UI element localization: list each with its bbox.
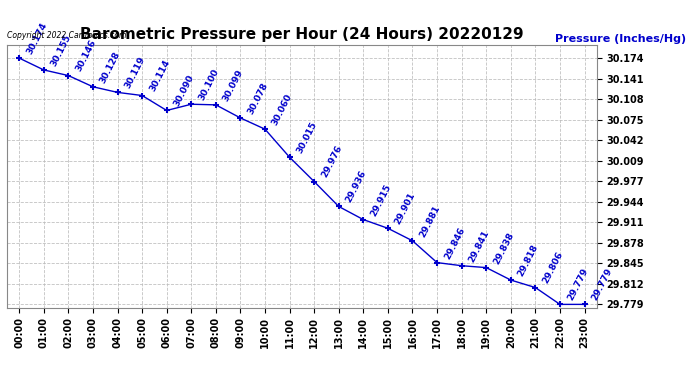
Text: 29.838: 29.838 (492, 230, 515, 266)
Text: 30.078: 30.078 (246, 81, 270, 116)
Text: 29.901: 29.901 (393, 191, 417, 226)
Text: 30.114: 30.114 (148, 58, 171, 93)
Text: 29.976: 29.976 (319, 144, 344, 179)
Text: 30.100: 30.100 (197, 68, 220, 102)
Text: Copyright 2022 Cartronics.com: Copyright 2022 Cartronics.com (7, 31, 126, 40)
Text: 30.174: 30.174 (25, 21, 48, 56)
Text: 29.806: 29.806 (541, 251, 564, 285)
Text: 30.146: 30.146 (74, 39, 98, 74)
Text: 30.099: 30.099 (221, 68, 245, 103)
Text: 29.846: 29.846 (442, 225, 466, 261)
Text: 29.779: 29.779 (566, 267, 589, 302)
Text: Pressure (Inches/Hg): Pressure (Inches/Hg) (555, 34, 687, 44)
Text: 30.015: 30.015 (295, 120, 319, 155)
Text: 29.779: 29.779 (590, 267, 614, 302)
Text: 29.936: 29.936 (344, 169, 368, 204)
Text: 29.818: 29.818 (516, 243, 540, 278)
Text: 30.155: 30.155 (49, 33, 73, 68)
Text: 30.060: 30.060 (270, 92, 294, 127)
Text: 30.119: 30.119 (123, 55, 147, 90)
Text: 29.881: 29.881 (418, 204, 442, 238)
Title: Barometric Pressure per Hour (24 Hours) 20220129: Barometric Pressure per Hour (24 Hours) … (80, 27, 524, 42)
Text: 29.841: 29.841 (467, 228, 491, 264)
Text: 30.090: 30.090 (172, 74, 196, 108)
Text: 29.915: 29.915 (369, 182, 393, 218)
Text: 30.128: 30.128 (99, 50, 122, 85)
